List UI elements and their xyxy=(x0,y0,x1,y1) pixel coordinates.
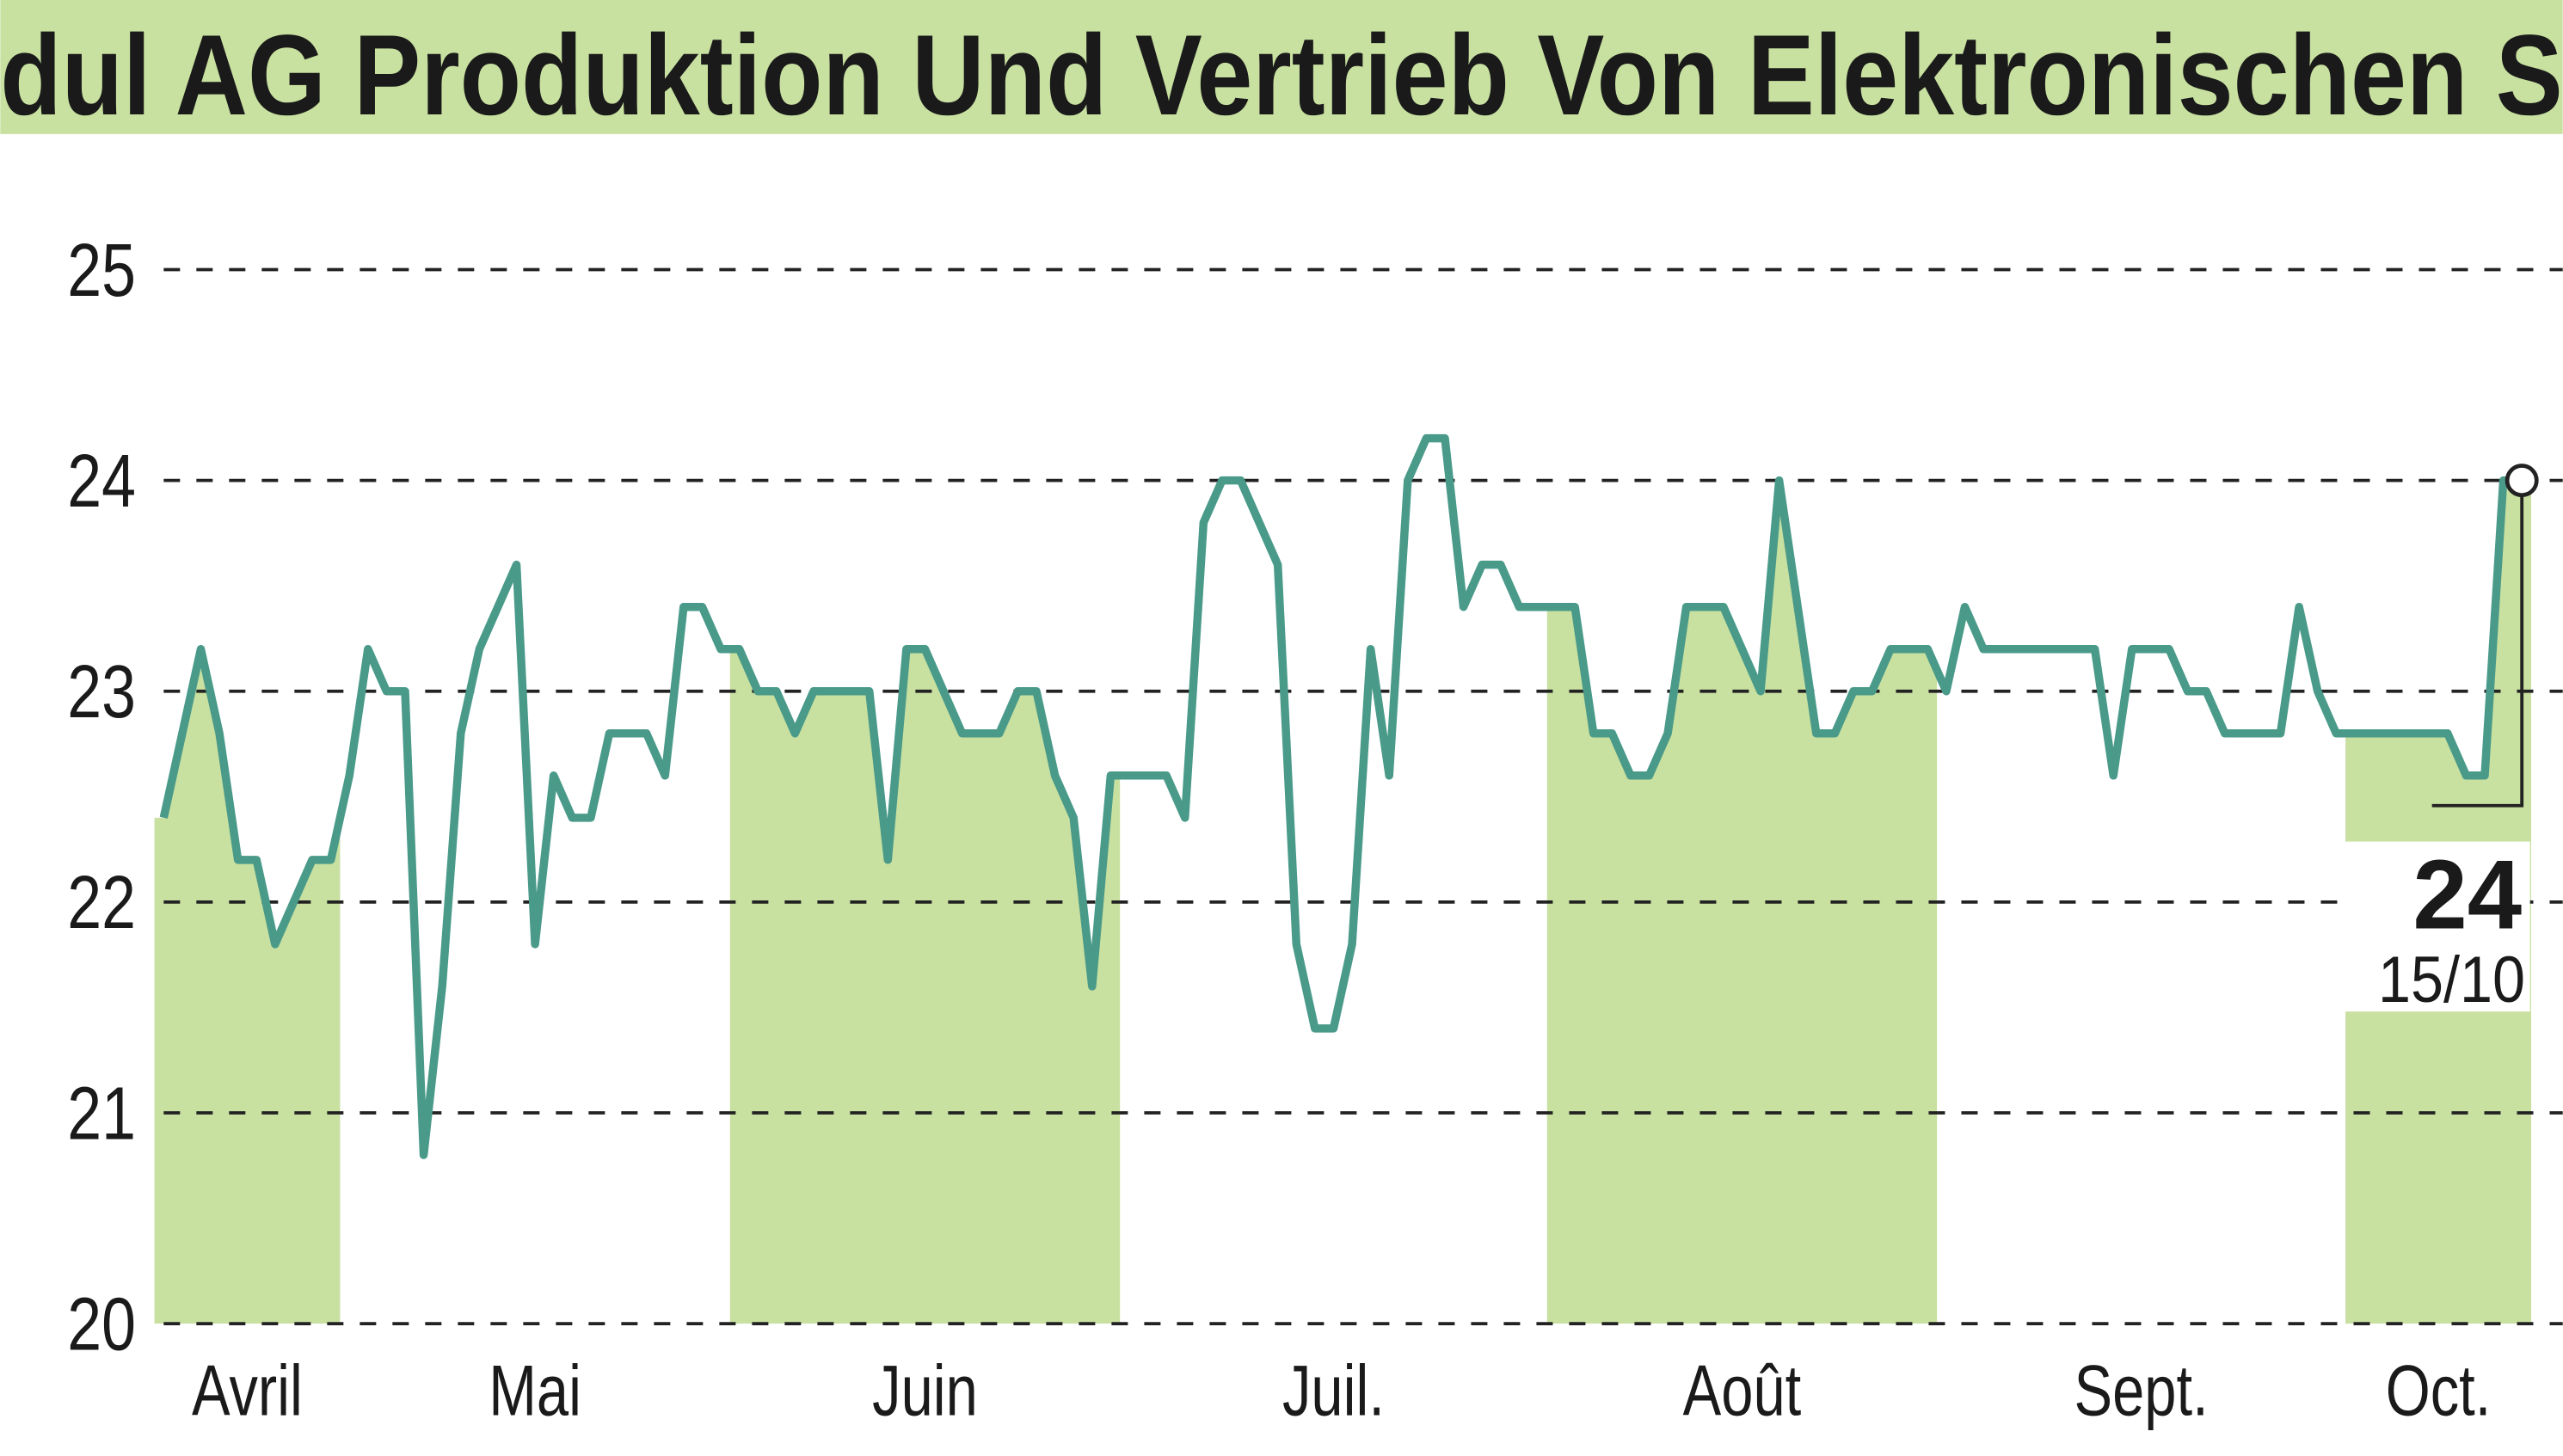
y-tick-label: 23 xyxy=(67,649,136,733)
y-tick-label: 22 xyxy=(67,861,136,944)
last-point xyxy=(2505,464,2539,498)
price-line xyxy=(159,433,2523,1159)
annotation-bracket xyxy=(2431,480,2524,808)
month-band xyxy=(729,438,1121,1324)
x-tick-label: Août xyxy=(1683,1350,1802,1431)
x-tick-label: Avril xyxy=(192,1350,303,1431)
y-tick-label: 25 xyxy=(67,228,136,311)
annotation-value: 24 xyxy=(2412,840,2522,949)
title-bar xyxy=(0,0,2563,134)
x-tick-label: Sept. xyxy=(2074,1350,2209,1431)
annotation-backing xyxy=(2337,841,2530,1012)
chart-title: dul AG Produktion Und Vertrieb Von Elekt… xyxy=(0,12,2562,139)
x-tick-label: Oct. xyxy=(2386,1350,2492,1431)
y-tick-label: 24 xyxy=(67,439,136,522)
y-tick-label: 20 xyxy=(67,1282,136,1366)
x-tick-label: Juil. xyxy=(1282,1350,1385,1431)
annotation-date: 15/10 xyxy=(2378,943,2525,1017)
y-tick-label: 21 xyxy=(67,1072,136,1155)
x-tick-label: Juin xyxy=(872,1350,978,1431)
x-tick-label: Mai xyxy=(489,1350,581,1431)
